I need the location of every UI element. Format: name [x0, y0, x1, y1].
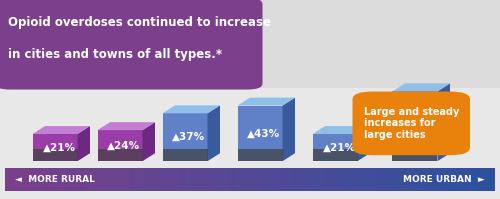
Text: Opioid overdoses continued to increase: Opioid overdoses continued to increase [8, 16, 270, 29]
Text: MORE URBAN  ►: MORE URBAN ► [404, 175, 485, 184]
Polygon shape [78, 126, 90, 161]
Bar [162, 149, 208, 161]
Bar [32, 149, 78, 161]
FancyBboxPatch shape [352, 92, 470, 155]
Bar [162, 113, 208, 161]
Bar [238, 105, 282, 161]
Polygon shape [162, 105, 220, 113]
Polygon shape [208, 105, 220, 161]
Bar [32, 134, 78, 161]
Bar [392, 149, 438, 161]
Text: ▲43%: ▲43% [248, 128, 280, 138]
Polygon shape [438, 83, 450, 161]
Bar [312, 149, 358, 161]
Polygon shape [358, 126, 370, 161]
Text: ▲54%: ▲54% [402, 121, 436, 131]
Bar [258, 0, 500, 88]
Text: ▲24%: ▲24% [108, 141, 140, 151]
Polygon shape [238, 98, 295, 105]
Polygon shape [142, 122, 155, 161]
Bar [312, 134, 358, 161]
Polygon shape [32, 126, 90, 134]
Polygon shape [312, 126, 370, 134]
Text: Large and steady
increases for
large cities: Large and steady increases for large cit… [364, 107, 459, 140]
Text: ◄  MORE RURAL: ◄ MORE RURAL [15, 175, 94, 184]
Polygon shape [392, 83, 450, 91]
Text: ▲21%: ▲21% [322, 143, 356, 153]
Bar [98, 130, 142, 161]
Text: in cities and towns of all types.*: in cities and towns of all types.* [8, 48, 222, 61]
Bar [238, 149, 282, 161]
FancyBboxPatch shape [0, 0, 262, 90]
Polygon shape [98, 122, 155, 130]
Text: ▲21%: ▲21% [42, 143, 76, 153]
Bar [392, 91, 438, 161]
Bar [98, 149, 142, 161]
FancyBboxPatch shape [0, 0, 260, 84]
Text: ▲37%: ▲37% [172, 132, 206, 142]
Polygon shape [282, 98, 295, 161]
